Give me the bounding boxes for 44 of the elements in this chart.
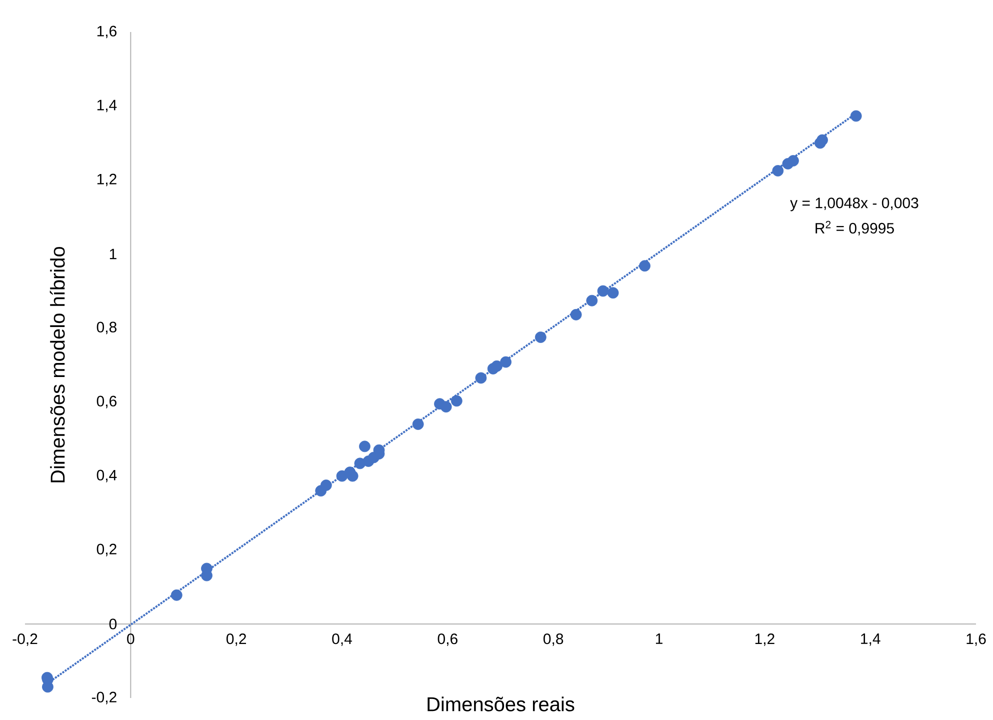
point <box>639 260 650 272</box>
y-tick-label: 0,8 <box>96 322 116 334</box>
x-tick-label: 1,2 <box>755 634 774 646</box>
point <box>320 480 332 491</box>
point <box>491 360 503 372</box>
point <box>170 589 182 601</box>
x-tick-label: 0,4 <box>332 634 352 646</box>
y-tick-label: 1,6 <box>97 26 116 38</box>
point <box>412 418 424 430</box>
annotation: y = 1,0048x - 0,003 <box>790 198 918 212</box>
point <box>475 372 487 384</box>
x-tick-label: 0 <box>127 634 134 644</box>
x-tick-label: 1,4 <box>861 634 880 646</box>
x-tick-label: 1 <box>656 634 662 644</box>
point <box>597 285 609 297</box>
x-tick-label: 0,6 <box>438 634 458 646</box>
x-tick-label: 0,8 <box>543 634 564 646</box>
point <box>570 308 582 320</box>
point <box>772 165 784 176</box>
y-tick-label: 1,4 <box>97 100 117 112</box>
x-axis-title: Dimensões reais <box>428 696 574 712</box>
y-tick-label: 0,4 <box>96 470 117 482</box>
point <box>850 110 862 122</box>
y-tick-label: -0,2 <box>92 692 116 704</box>
y-tick-label: 1 <box>110 248 116 260</box>
point <box>450 395 462 407</box>
point <box>346 470 358 482</box>
x-tick-label: -0,2 <box>12 634 38 646</box>
y-tick-label: 0,2 <box>96 544 116 556</box>
point <box>359 440 370 452</box>
annotation: R$^{2}$ = 0,9995 <box>816 220 894 236</box>
y-tick-label: 0,6 <box>96 396 116 408</box>
x-tick-label: 0,2 <box>226 634 246 646</box>
point <box>500 356 512 368</box>
point <box>440 401 452 413</box>
x-tick-label: 1,6 <box>966 634 986 646</box>
point <box>586 294 598 306</box>
point <box>788 155 799 166</box>
point <box>607 287 619 299</box>
y-axis-title: Dimensões modelo híbrido <box>50 246 65 482</box>
point <box>534 332 546 343</box>
y-tick-label: 0 <box>109 618 117 630</box>
point <box>816 134 828 146</box>
y-tick-label: 1,2 <box>97 174 116 186</box>
